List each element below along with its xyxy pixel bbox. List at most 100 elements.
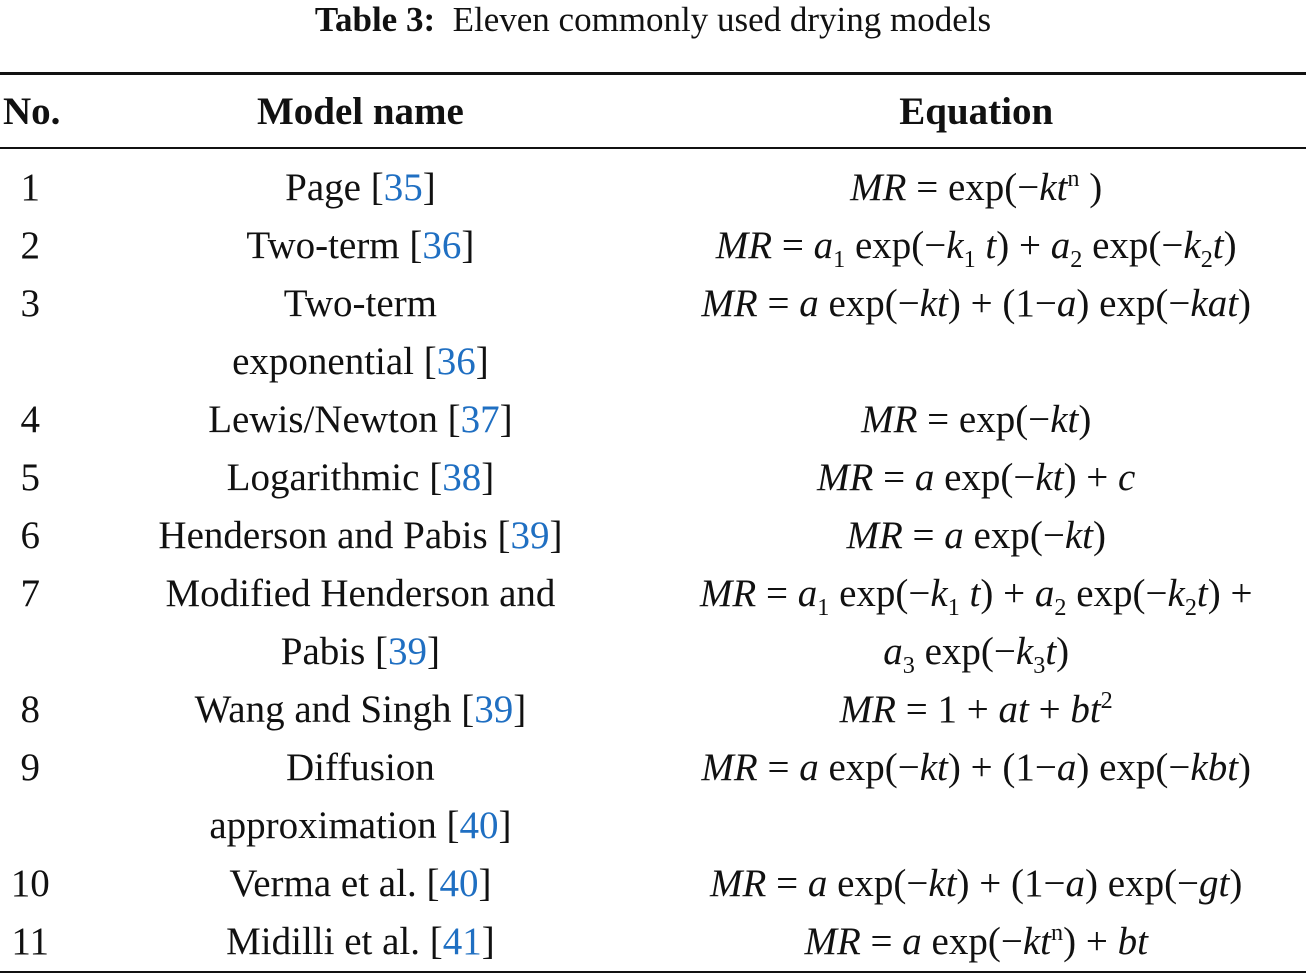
model-name: Wang and Singh [194, 688, 452, 731]
model-name-cell: Wang and Singh [39] [194, 688, 527, 731]
equation-term: 3 [1033, 651, 1046, 679]
equation-term: kt [1064, 514, 1093, 557]
reference-link[interactable]: 39 [388, 630, 428, 673]
equation-term: ) [1078, 398, 1092, 441]
equation: MR = exp(−kt) [660, 391, 1306, 449]
equation: MR = a1 exp(−k1 t) + a2 exp(−k2t) + a3 ex… [660, 565, 1306, 681]
table-row: 6 Henderson and Pabis [39] MR = a exp(−kt) [0, 507, 1306, 565]
row-number: 11 [11, 920, 49, 963]
table-row: 8 Wang and Singh [39] MR = 1 + at + bt2 [0, 681, 1306, 739]
equation-term: a [902, 920, 922, 963]
equation-term: k [1015, 630, 1034, 673]
reference-link[interactable]: 36 [436, 340, 476, 383]
equation-term: exp(− [1082, 224, 1184, 267]
model-name: Diffusion approximation [209, 746, 437, 847]
header-row: No. Model name Equation [0, 73, 1306, 148]
equation: MR = a exp(−kt) + c [660, 449, 1306, 507]
equation-term: kt [919, 746, 948, 789]
equation-term: kt [1035, 456, 1064, 499]
model-name-cell: Two-term exponential [36] [232, 282, 489, 383]
reference-link[interactable]: 41 [442, 920, 482, 963]
equation-term: ) [1092, 514, 1106, 557]
table-row: 1 Page [35] MR = exp(−ktn ) [0, 148, 1306, 217]
equation-term: t [1196, 572, 1208, 615]
equation-term: 2 [1054, 593, 1067, 621]
reference-link[interactable]: 39 [474, 688, 514, 731]
model-name: Two-term exponential [232, 282, 438, 383]
equation-term: exp(− [1066, 572, 1168, 615]
drying-models-table: No. Model name Equation 1 Page [35] MR = e… [0, 72, 1306, 973]
row-number: 2 [20, 224, 40, 267]
model-name-cell: Lewis/Newton [37] [208, 398, 513, 441]
caption-label: Table 3: [314, 0, 436, 39]
equation-term: exp(− [827, 862, 929, 905]
equation-term: ) [1229, 862, 1243, 905]
equation-term: ) [1223, 224, 1237, 267]
equation-term: ) + [980, 572, 1035, 615]
model-name: Lewis/Newton [208, 398, 438, 441]
equation-term: 1 [817, 593, 830, 621]
model-name-cell: Two-term [36] [246, 224, 475, 267]
equation: MR = exp(−ktn ) [660, 148, 1306, 217]
equation-term: kt [1039, 166, 1068, 209]
equation: MR = a1 exp(−k1 t) + a2 exp(−k2t) [660, 217, 1306, 275]
equation-term: MR [804, 920, 861, 963]
model-name: Verma et al. [229, 862, 417, 905]
equation-term: exp(− [914, 630, 1016, 673]
equation: MR = 1 + at + bt2 [660, 681, 1306, 739]
row-number: 4 [20, 398, 40, 441]
row-number: 9 [20, 746, 40, 789]
equation: MR = a exp(−kt) + (1−a) exp(−gt) [660, 855, 1306, 913]
equation-term: kt [1022, 920, 1051, 963]
equation-term: 1 [833, 245, 846, 273]
equation-term: a [944, 514, 964, 557]
equation-term: MR [715, 224, 773, 267]
equation-term: ) [1079, 166, 1103, 209]
model-name: Midilli et al. [226, 920, 420, 963]
model-name-cell: Page [35] [285, 166, 436, 209]
table-row: 5 Logarithmic [38] MR = a exp(−kt) + c [0, 449, 1306, 507]
table-caption: Table 3: Eleven commonly used drying mod… [0, 0, 1306, 40]
header-equation: Equation [899, 89, 1054, 133]
header-no: No. [3, 89, 61, 133]
equation-term: exp(− [934, 456, 1036, 499]
equation-term: k [930, 572, 948, 615]
equation-term: = exp(− [906, 166, 1040, 209]
equation-term: ) + [996, 224, 1051, 267]
equation-term: a [813, 224, 834, 267]
equation-term: = [772, 224, 814, 267]
reference-link[interactable]: 39 [510, 514, 550, 557]
reference-link[interactable]: 38 [442, 456, 482, 499]
equation-term: ) [1238, 282, 1252, 325]
equation-term: ) exp(− [1076, 282, 1191, 325]
equation-term: kt [1050, 398, 1079, 441]
model-name-cell: Diffusion approximation [40] [209, 746, 512, 847]
table-row: 4 Lewis/Newton [37] MR = exp(−kt) [0, 391, 1306, 449]
equation: MR = a exp(−kt) + (1−a) exp(−kbt) [660, 739, 1306, 855]
reference-link[interactable]: 37 [460, 398, 500, 441]
model-name: Two-term [246, 224, 400, 267]
equation-term: = exp(− [917, 398, 1051, 441]
equation-term: ) [1056, 630, 1070, 673]
equation-term: kat [1190, 282, 1239, 325]
reference-link[interactable]: 40 [439, 862, 479, 905]
table-row: 7 Modified Henderson and Pabis [39] MR = a… [0, 565, 1306, 681]
equation-term: exp(− [818, 282, 920, 325]
equation-term: 3 [902, 651, 915, 679]
equation: MR = a exp(−ktn) + bt [660, 913, 1306, 972]
row-number: 8 [20, 688, 40, 731]
reference-link[interactable]: 35 [383, 166, 423, 209]
reference-link[interactable]: 36 [422, 224, 462, 267]
equation-term: ) exp(− [1076, 746, 1191, 789]
equation-term: ) + (1− [947, 746, 1057, 789]
equation-term: exp(− [818, 746, 920, 789]
equation-term: = [757, 282, 800, 325]
model-name-cell: Modified Henderson and Pabis [39] [165, 572, 556, 673]
equation-term: exp(− [845, 224, 947, 267]
equation-term: exp(− [921, 920, 1023, 963]
equation-term: kbt [1190, 746, 1239, 789]
reference-link[interactable]: 40 [459, 804, 499, 847]
equation-term: MR [701, 746, 758, 789]
equation-term: ) + (1− [947, 282, 1057, 325]
equation-term: k [1183, 224, 1201, 267]
